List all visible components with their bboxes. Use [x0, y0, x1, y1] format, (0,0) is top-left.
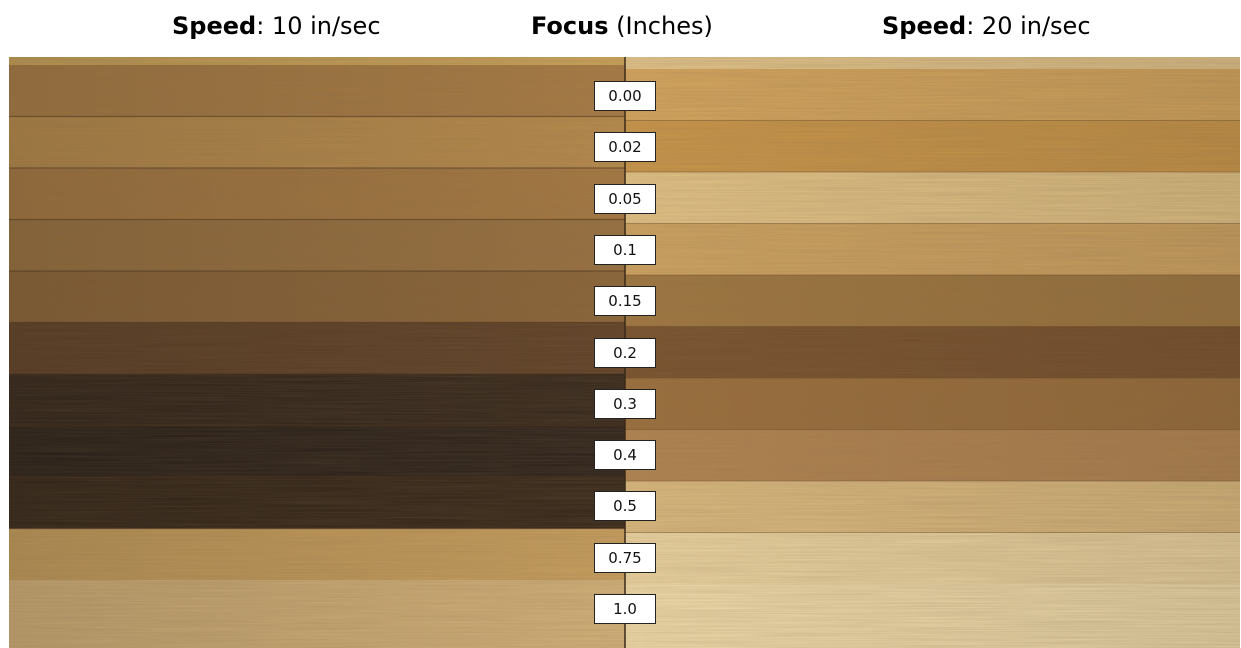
left-speed-heading: Speed: 10 in/sec — [172, 6, 381, 46]
focus-level-label: 0.15 — [594, 286, 656, 317]
focus-level-label: 1.0 — [594, 594, 656, 624]
focus-level-label: 0.75 — [594, 542, 656, 573]
right-speed-heading-bold: Speed — [882, 12, 967, 40]
focus-level-label: 0.00 — [594, 81, 656, 111]
focus-heading-bold: Focus — [531, 12, 609, 40]
focus-level-label: 0.3 — [594, 388, 656, 419]
focus-level-label: 0.05 — [594, 183, 656, 214]
left-band-separators — [9, 115, 625, 530]
right-band-separators — [625, 120, 1240, 533]
focus-heading-unit: (Inches) — [608, 12, 713, 40]
focus-level-label: 0.1 — [594, 234, 656, 265]
focus-level-label: 0.2 — [594, 337, 656, 368]
focus-level-label: 0.5 — [594, 491, 656, 522]
right-speed-heading-value: : 20 in/sec — [966, 12, 1091, 40]
focus-heading: Focus (Inches) — [531, 6, 713, 46]
right-speed-heading: Speed: 20 in/sec — [882, 6, 1091, 46]
focus-level-label: 0.4 — [594, 440, 656, 471]
left-speed-heading-bold: Speed — [172, 12, 257, 40]
focus-level-label: 0.02 — [594, 132, 656, 163]
wood-burn-test-photo: 0.00 0.02 0.05 0.1 0.15 0.2 0.3 0.4 0.5 0.75 1.0 — [9, 57, 1240, 648]
left-speed-heading-value: : 10 in/sec — [256, 12, 381, 40]
